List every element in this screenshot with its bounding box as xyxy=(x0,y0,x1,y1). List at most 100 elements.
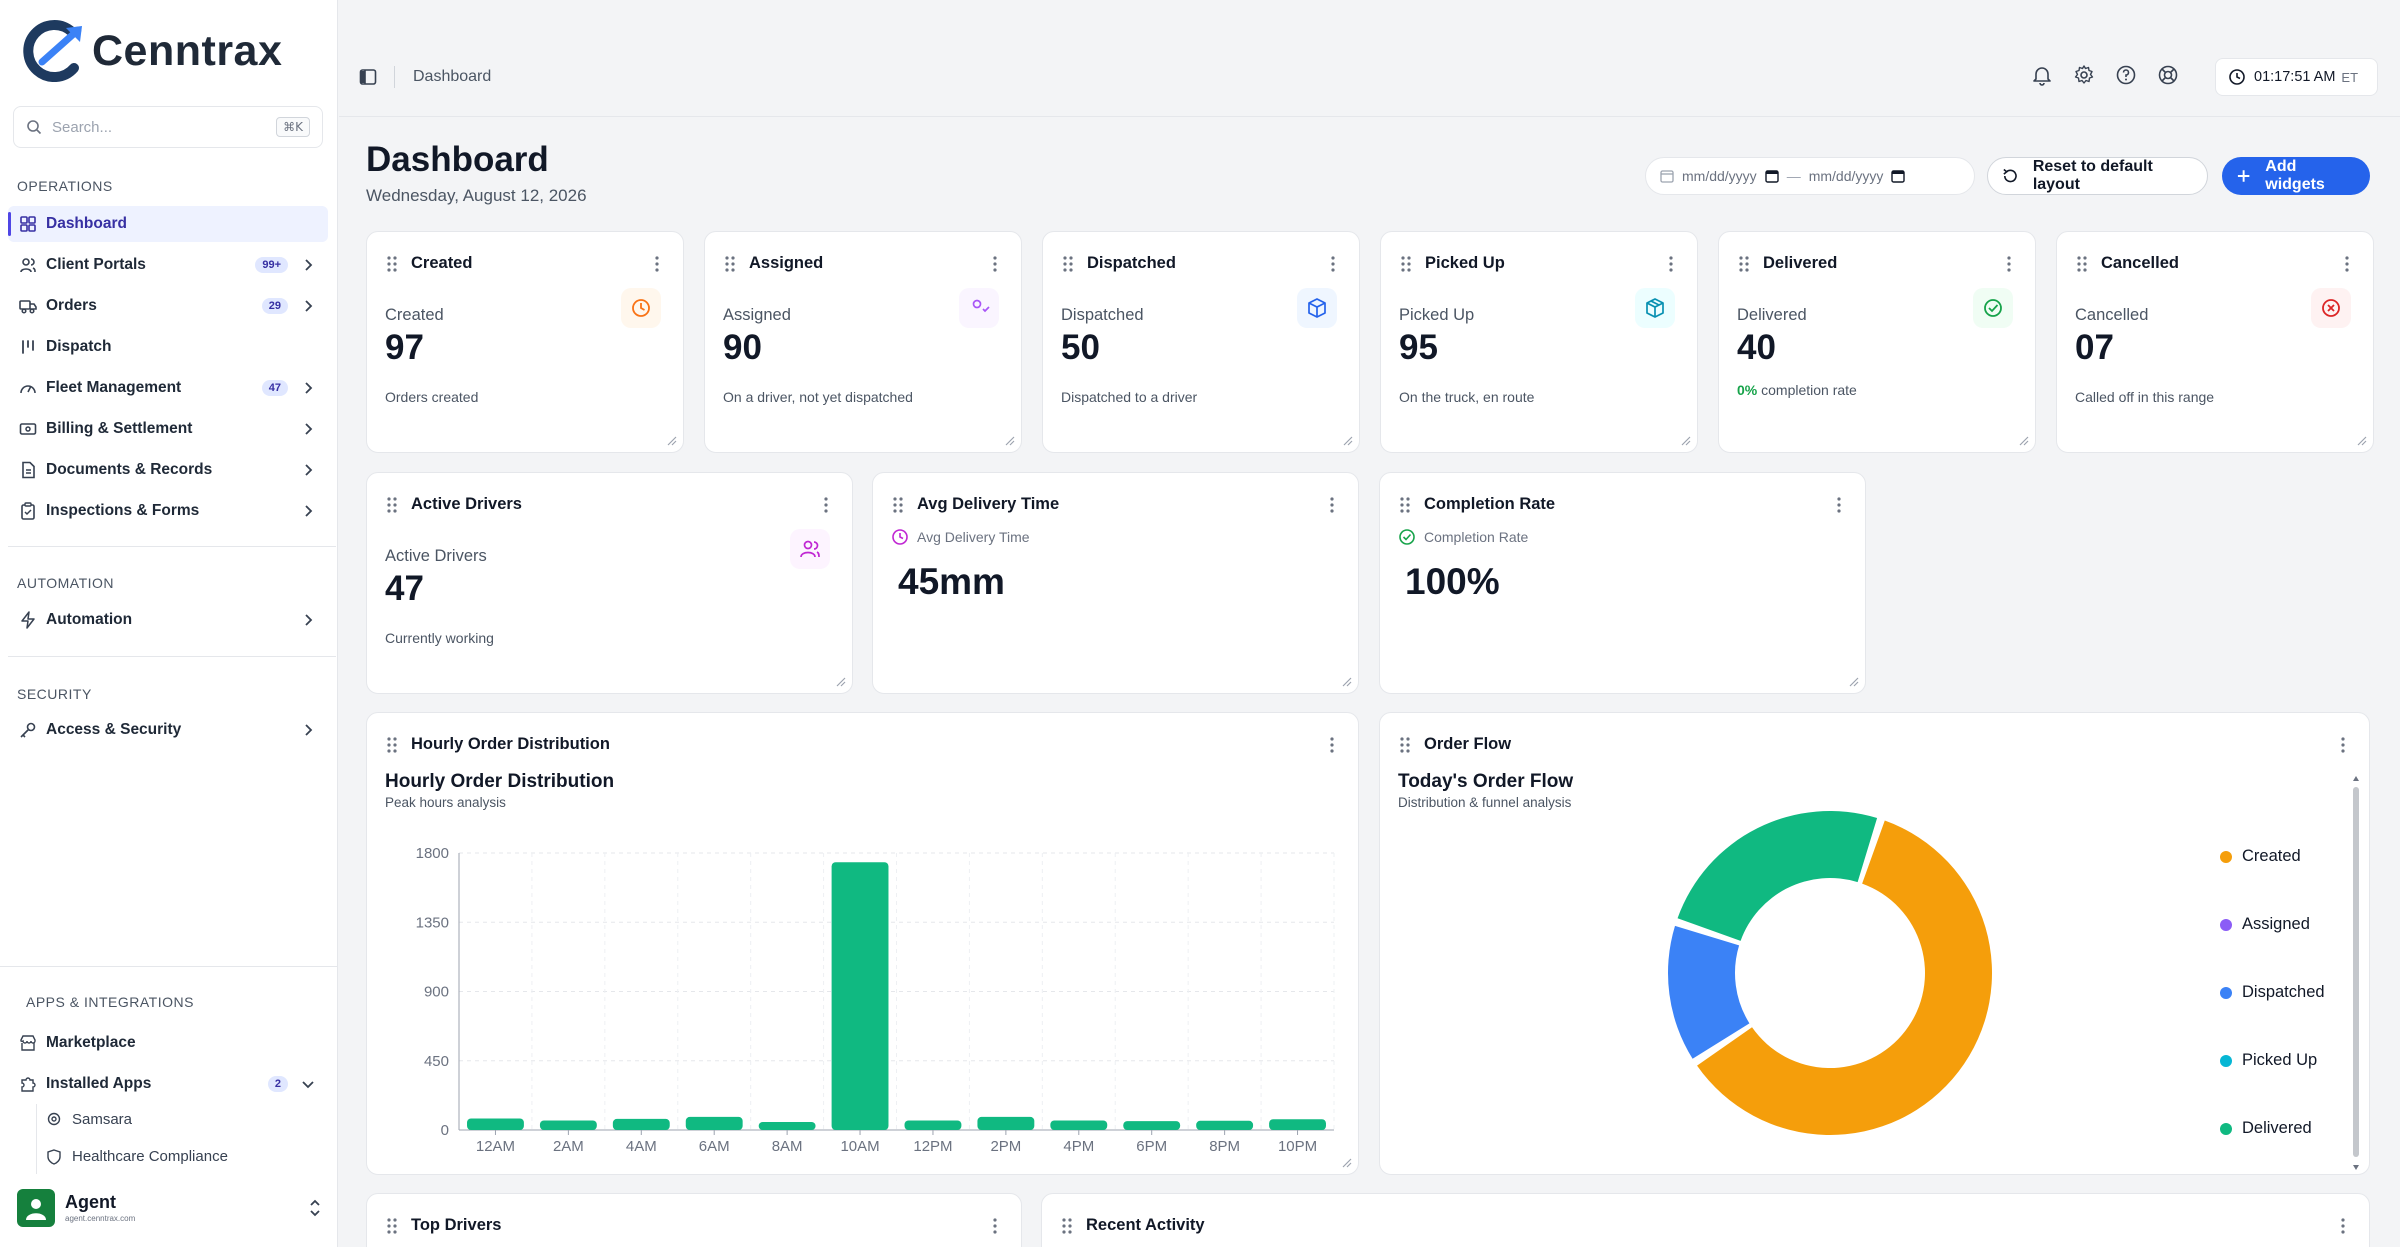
sidebar-item-dispatch[interactable]: Dispatch xyxy=(8,329,328,365)
brand-logo[interactable]: Cenntrax xyxy=(22,20,282,82)
resize-handle-icon[interactable] xyxy=(1341,434,1353,446)
drag-handle-icon[interactable] xyxy=(385,496,399,514)
drag-handle-icon[interactable] xyxy=(723,255,737,273)
card-title: Active Drivers xyxy=(411,495,522,513)
header-actions xyxy=(2031,64,2179,86)
sidebar-item-client-portals[interactable]: Client Portals 99+ xyxy=(8,247,328,283)
drag-handle-icon[interactable] xyxy=(1060,1217,1074,1235)
sidebar-item-orders[interactable]: Orders 29 xyxy=(8,288,328,324)
resize-handle-icon[interactable] xyxy=(1003,434,1015,446)
sidebar-item-access-security[interactable]: Access & Security xyxy=(8,712,328,748)
stat-subtitle: Orders created xyxy=(385,389,479,405)
drag-handle-icon[interactable] xyxy=(1399,255,1413,273)
sidebar-item-automation[interactable]: Automation xyxy=(8,602,328,638)
chevron-right-icon xyxy=(305,464,313,476)
more-vertical-icon[interactable] xyxy=(2339,255,2355,273)
drag-handle-icon[interactable] xyxy=(1398,736,1412,754)
add-widgets-button[interactable]: Add widgets xyxy=(2222,157,2370,195)
sidebar-item-label: Automation xyxy=(46,611,133,628)
sidebar-item-label: Dashboard xyxy=(46,215,127,232)
top-bar: Dashboard 01:17:51 AM ET xyxy=(339,0,2400,117)
resize-handle-icon[interactable] xyxy=(2355,434,2367,446)
drag-handle-icon[interactable] xyxy=(385,255,399,273)
more-vertical-icon[interactable] xyxy=(2001,255,2017,273)
date-range-dash: — xyxy=(1786,168,1801,184)
breadcrumb[interactable]: Dashboard xyxy=(413,68,492,85)
resize-handle-icon[interactable] xyxy=(1679,434,1691,446)
clock-time: 01:17:51 AM xyxy=(2254,69,2336,85)
legend-item-picked-up[interactable]: Picked Up xyxy=(2220,1051,2317,1070)
donut-slice-delivered[interactable] xyxy=(1677,811,1878,941)
resize-handle-icon[interactable] xyxy=(1340,1156,1352,1168)
installed-app-healthcare[interactable]: Healthcare Compliance xyxy=(46,1148,228,1165)
more-vertical-icon[interactable] xyxy=(1831,496,1847,514)
sidebar-item-dashboard[interactable]: Dashboard xyxy=(8,206,328,242)
stat-subtitle: 0% completion rate xyxy=(1737,382,1857,398)
card-header: Recent Activity xyxy=(1060,1216,2351,1235)
sidebar-item-inspections[interactable]: Inspections & Forms xyxy=(8,493,328,529)
picked-up-status-icon xyxy=(1635,288,1675,328)
more-vertical-icon[interactable] xyxy=(1663,255,1679,273)
brand-name: Cenntrax xyxy=(92,26,283,75)
more-vertical-icon[interactable] xyxy=(818,496,834,514)
user-menu[interactable]: Agent agent.cenntrax.com xyxy=(17,1188,322,1228)
stat-subtitle: Called off in this range xyxy=(2075,389,2215,405)
card-title: Dispatched xyxy=(1087,254,1176,272)
calendar-icon[interactable] xyxy=(1891,169,1906,183)
sidebar-item-fleet-management[interactable]: Fleet Management 47 xyxy=(8,370,328,406)
donut-slice-created[interactable] xyxy=(1697,820,1992,1135)
legend-item-delivered[interactable]: Delivered xyxy=(2220,1119,2312,1138)
drag-handle-icon[interactable] xyxy=(385,1217,399,1235)
more-vertical-icon[interactable] xyxy=(987,255,1003,273)
drag-handle-icon[interactable] xyxy=(1737,255,1751,273)
sidebar-item-installed-apps[interactable]: Installed Apps 2 xyxy=(8,1066,328,1102)
resize-handle-icon[interactable] xyxy=(1847,675,1859,687)
reset-layout-button[interactable]: Reset to default layout xyxy=(1987,157,2208,195)
donut-slice-dispatched[interactable] xyxy=(1668,925,1750,1059)
resize-handle-icon[interactable] xyxy=(665,434,677,446)
more-vertical-icon[interactable] xyxy=(987,1217,1003,1235)
drag-handle-icon[interactable] xyxy=(1061,255,1075,273)
metric-label: Active Drivers xyxy=(385,547,487,565)
sidebar-toggle-icon[interactable] xyxy=(359,68,377,86)
date-range-picker[interactable]: mm/dd/yyyy — mm/dd/yyyy xyxy=(1645,157,1975,195)
legend-item-assigned[interactable]: Assigned xyxy=(2220,915,2310,934)
drag-handle-icon[interactable] xyxy=(385,736,399,754)
drag-handle-icon[interactable] xyxy=(1398,496,1412,514)
support-icon[interactable] xyxy=(2157,64,2179,86)
more-vertical-icon[interactable] xyxy=(1324,496,1340,514)
section-title-security: SECURITY xyxy=(17,686,92,702)
installed-app-samsara[interactable]: Samsara xyxy=(46,1111,132,1128)
bar-2am xyxy=(539,1120,597,1130)
resize-handle-icon[interactable] xyxy=(1340,675,1352,687)
stat-subtitle: On the truck, en route xyxy=(1399,389,1535,405)
more-vertical-icon[interactable] xyxy=(2335,736,2351,754)
help-icon[interactable] xyxy=(2115,64,2137,86)
more-vertical-icon[interactable] xyxy=(1324,736,1340,754)
resize-handle-icon[interactable] xyxy=(834,675,846,687)
sidebar-item-documents[interactable]: Documents & Records xyxy=(8,452,328,488)
legend-item-dispatched[interactable]: Dispatched xyxy=(2220,983,2325,1002)
card-title: Picked Up xyxy=(1425,254,1505,272)
sidebar-item-marketplace[interactable]: Marketplace xyxy=(8,1025,328,1061)
sidebar-item-billing[interactable]: Billing & Settlement xyxy=(8,411,328,447)
completion-pct: 0% xyxy=(1737,382,1758,398)
sidebar-item-label: Inspections & Forms xyxy=(46,502,200,519)
search-input[interactable]: Search... ⌘K xyxy=(13,106,323,148)
check-circle-icon xyxy=(1399,529,1415,545)
date-to-input[interactable]: mm/dd/yyyy xyxy=(1808,168,1884,184)
scrollbar[interactable] xyxy=(2351,773,2361,1173)
sidebar-item-label: Marketplace xyxy=(46,1034,136,1051)
more-vertical-icon[interactable] xyxy=(1325,255,1341,273)
gear-icon[interactable] xyxy=(2073,64,2095,86)
more-vertical-icon[interactable] xyxy=(649,255,665,273)
drag-handle-icon[interactable] xyxy=(891,496,905,514)
legend-item-created[interactable]: Created xyxy=(2220,847,2301,866)
drag-handle-icon[interactable] xyxy=(2075,255,2089,273)
resize-handle-icon[interactable] xyxy=(2017,434,2029,446)
more-vertical-icon[interactable] xyxy=(2335,1217,2351,1235)
bell-icon[interactable] xyxy=(2031,64,2053,86)
date-from-input[interactable]: mm/dd/yyyy xyxy=(1682,168,1757,184)
stat-value: 50 xyxy=(1061,328,1100,367)
calendar-icon[interactable] xyxy=(1764,169,1779,183)
